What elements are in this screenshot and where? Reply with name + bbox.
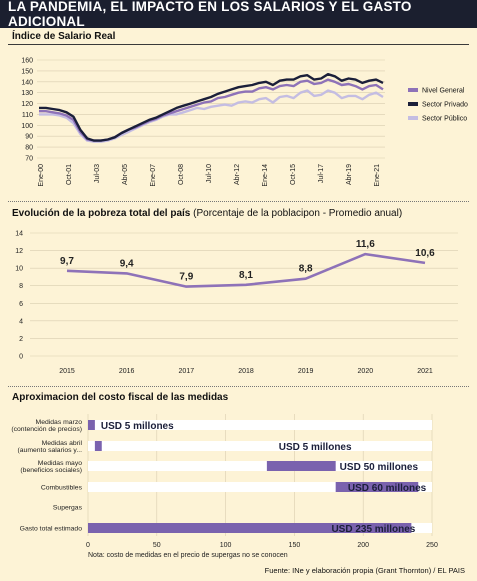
- x-tick-label: 2015: [59, 368, 75, 375]
- x-tick-label: Abr-05: [122, 164, 129, 185]
- category-sublabel: (aumento salarios y...: [18, 447, 83, 454]
- bar-track: [88, 420, 432, 430]
- data-label: 9,7: [60, 256, 74, 267]
- category-label: Supergas: [53, 505, 83, 512]
- chart-note: Nota: costo de medidas en el precio de s…: [88, 552, 288, 559]
- x-tick-label: Ene-21: [374, 164, 381, 187]
- legend-label: Sector Público: [422, 116, 467, 123]
- x-tick-label: Oct-01: [66, 164, 73, 185]
- data-label: 8,8: [299, 264, 313, 275]
- poverty-line: [66, 252, 426, 288]
- bar: [266, 461, 336, 471]
- page-title-bar: LA PANDEMIA, EL IMPACTO EN LOS SALARIOS …: [0, 0, 477, 29]
- x-tick-label: 50: [153, 542, 161, 549]
- y-tick-label: 12: [15, 248, 23, 255]
- x-tick-label: 2019: [298, 368, 314, 375]
- bar-track: [88, 441, 432, 451]
- y-tick-label: 130: [21, 90, 33, 97]
- category-label: Gasto total estimado: [20, 526, 83, 533]
- y-tick-label: 0: [19, 354, 23, 361]
- data-label: 8,1: [239, 270, 253, 281]
- y-tick-label: 160: [21, 58, 33, 65]
- y-tick-label: 10: [15, 266, 23, 273]
- category-label: Combustibles: [41, 485, 83, 492]
- bar-value-label: USD 235 millones: [331, 524, 415, 535]
- bar: [88, 420, 95, 430]
- y-tick-label: 90: [25, 134, 33, 141]
- bar-track: [88, 482, 432, 492]
- category-sublabel: (beneficios sociales): [20, 467, 82, 474]
- x-tick-label: Abr-19: [346, 164, 353, 185]
- legend-label: Sector Privado: [422, 102, 468, 109]
- y-tick-label: 6: [19, 301, 23, 308]
- bar-value-label: USD 60 millones: [348, 483, 427, 494]
- poverty-chart-title: Evolución de la pobreza total del país (…: [12, 208, 402, 219]
- x-tick-label: 0: [86, 542, 90, 549]
- y-tick-label: 4: [19, 318, 23, 325]
- category-label: Medidas mayo: [38, 460, 82, 467]
- wage-index-chart: 70 80 90 100 110 120 130 140 150 160 Ene-00 Oct-01 J…: [21, 58, 468, 187]
- poverty-chart: 0 2 4 6 8 10 12 14 2015 2016 2017 2018 2019 2020 2021 9…: [15, 231, 458, 375]
- page-title: LA PANDEMIA, EL IMPACTO EN LOS SALARIOS …: [8, 0, 412, 29]
- x-tick-label: Jul-17: [318, 164, 325, 183]
- x-tick-label: Ene-07: [150, 164, 157, 187]
- x-tick-label: 2016: [119, 368, 135, 375]
- x-tick-label: Ene-14: [262, 164, 269, 187]
- bar-value-label: USD 50 millones: [340, 462, 419, 473]
- x-tick-label: 250: [426, 542, 438, 549]
- x-tick-label: 2020: [358, 368, 374, 375]
- y-tick-label: 120: [21, 101, 33, 108]
- x-tick-label: 150: [289, 542, 301, 549]
- bar: [94, 441, 102, 451]
- source-footer: Fuente: INe y elaboración propia (Grant …: [264, 566, 465, 575]
- x-tick-label: 2021: [417, 368, 433, 375]
- legend-label: Nivel General: [422, 88, 465, 95]
- poverty-chart-title-main: Evolución de la pobreza total del país: [12, 208, 191, 219]
- bar-value-label: USD 5 millones: [279, 442, 352, 453]
- section-divider: [8, 44, 469, 45]
- y-tick-label: 8: [19, 283, 23, 290]
- fiscal-chart-title: Aproximacion del costo fiscal de las med…: [12, 392, 229, 403]
- category-label: Medidas abril: [42, 440, 83, 447]
- x-tick-label: 2018: [238, 368, 254, 375]
- x-tick-label: 200: [357, 542, 369, 549]
- x-tick-label: Jul-10: [206, 164, 213, 183]
- bar-value-label: USD 5 millones: [101, 421, 174, 432]
- y-tick-label: 70: [25, 156, 33, 163]
- bar: [335, 482, 419, 492]
- bar-track: [88, 461, 432, 471]
- y-tick-label: 14: [15, 231, 23, 238]
- category-sublabel: (contención de precios): [11, 426, 82, 433]
- x-tick-label: Oct-15: [290, 164, 297, 185]
- x-tick-label: Abr-12: [234, 164, 241, 185]
- x-tick-label: 2017: [179, 368, 195, 375]
- data-label: 11,6: [356, 239, 375, 250]
- data-label: 7,9: [179, 272, 193, 283]
- bar: [88, 523, 412, 533]
- x-tick-label: Jul-03: [94, 164, 101, 183]
- data-label: 9,4: [120, 258, 134, 269]
- y-tick-label: 140: [21, 79, 33, 86]
- y-tick-label: 150: [21, 68, 33, 75]
- x-tick-label: Oct-08: [178, 164, 185, 185]
- category-label: Medidas marzo: [36, 419, 83, 426]
- section-divider: [8, 386, 469, 387]
- y-tick-label: 110: [22, 112, 33, 119]
- y-tick-label: 80: [25, 145, 33, 152]
- x-tick-label: Ene-00: [38, 164, 45, 187]
- section-divider: [8, 201, 469, 202]
- data-label: 10,6: [415, 248, 435, 259]
- y-tick-label: 100: [21, 123, 33, 130]
- wage-chart-title: Índice de Salario Real: [12, 31, 116, 42]
- x-tick-label: 100: [220, 542, 232, 549]
- y-tick-label: 2: [19, 336, 23, 343]
- poverty-chart-subtitle: (Porcentaje de la poblacipon - Promedio …: [193, 208, 403, 219]
- series-line-1: [39, 72, 384, 142]
